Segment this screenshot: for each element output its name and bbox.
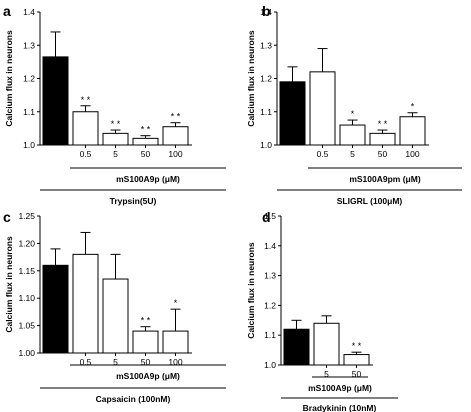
x-tick-label: 5 <box>324 369 329 379</box>
stimulus-label: Capsaicin (100nM) <box>96 394 171 404</box>
significance-mark: * <box>174 298 178 308</box>
bar <box>309 71 336 146</box>
y-axis-label: Calcium flux in neurons <box>246 242 256 339</box>
bar <box>162 330 189 354</box>
x-tick-label: 50 <box>378 149 388 159</box>
bar <box>313 322 340 366</box>
y-tick-label: 1.3 <box>264 271 276 281</box>
x-tick-label: 0.5 <box>80 149 92 159</box>
significance-mark: * * <box>352 341 362 351</box>
y-tick-label: 1.0 <box>23 140 35 150</box>
y-tick-label: 1.2 <box>264 300 276 310</box>
panel-b: b Calcium flux in neurons 1.0 1.1 1.2 1.3 1.4 0… <box>246 3 462 206</box>
concentration-label: mS100A9p (μM) <box>116 174 180 184</box>
panel-d: d Calcium flux in neurons 1.0 1.1 1.2 1.3 1.4 1… <box>246 209 398 412</box>
bar <box>42 56 69 146</box>
y-tick-label: 1.2 <box>260 74 272 84</box>
panel-letter: b <box>262 3 271 19</box>
significance-mark: * * <box>111 119 121 129</box>
bar <box>369 132 396 146</box>
bar <box>42 264 69 354</box>
panel-letter: d <box>262 209 271 225</box>
y-tick-label: 1.0 <box>264 360 276 370</box>
y-tick-label: 1.1 <box>260 107 272 117</box>
bar <box>399 116 426 146</box>
stimulus-label: Bradykinin (10nM) <box>303 403 377 412</box>
x-tick-label: 0.5 <box>317 149 329 159</box>
bar <box>132 137 159 146</box>
y-tick-label: 1.00 <box>18 348 35 358</box>
y-tick-label: 1.15 <box>18 266 35 276</box>
y-tick-label: 1.5 <box>264 211 276 221</box>
x-tick-label: 0.5 <box>80 357 92 367</box>
y-tick-label: 1.25 <box>18 211 35 221</box>
x-tick-label: 100 <box>168 357 182 367</box>
panel-letter: a <box>3 3 11 19</box>
x-tick-label: 50 <box>141 149 151 159</box>
significance-mark: * * <box>378 119 388 129</box>
significance-mark: * * <box>141 125 151 135</box>
y-axis-label: Calcium flux in neurons <box>4 236 14 333</box>
y-tick-label: 1.4 <box>260 7 272 17</box>
significance-mark: * * <box>171 112 181 122</box>
significance-mark: * <box>411 102 415 112</box>
y-tick-label: 1.0 <box>260 140 272 150</box>
x-tick-label: 100 <box>168 149 182 159</box>
bar <box>283 328 310 366</box>
bar <box>343 354 370 366</box>
y-tick-label: 1.4 <box>264 241 276 251</box>
y-tick-label: 1.05 <box>18 321 35 331</box>
bar <box>279 81 306 146</box>
x-tick-label: 50 <box>141 357 151 367</box>
concentration-label: mS100A9pm (μM) <box>349 174 420 184</box>
y-axis-label: Calcium flux in neurons <box>246 30 256 127</box>
stimulus-label: SLIGRL (100μM) <box>337 196 403 206</box>
y-tick-label: 1.3 <box>260 40 272 50</box>
significance-mark: * * <box>81 95 91 105</box>
y-tick-label: 1.3 <box>23 40 35 50</box>
bar <box>132 330 159 354</box>
y-tick-label: 1.10 <box>18 293 35 303</box>
y-axis-label: Calcium flux in neurons <box>4 30 14 127</box>
x-tick-label: 50 <box>352 369 362 379</box>
x-tick-label: 100 <box>405 149 419 159</box>
bar <box>72 111 99 146</box>
y-tick-label: 1.1 <box>264 330 276 340</box>
significance-mark: * * <box>141 316 151 326</box>
panel-letter: c <box>3 209 11 225</box>
bar <box>162 126 189 146</box>
y-tick-label: 1.1 <box>23 107 35 117</box>
x-tick-label: 5 <box>350 149 355 159</box>
bar <box>102 132 129 146</box>
bar <box>102 278 129 354</box>
y-tick-label: 1.4 <box>23 7 35 17</box>
x-tick-label: 5 <box>113 149 118 159</box>
panel-c: c Calcium flux in neurons 1.00 1.05 1.10 1.15… <box>3 209 226 404</box>
y-tick-label: 1.20 <box>18 238 35 248</box>
concentration-label: mS100A9p (μM) <box>116 371 180 381</box>
concentration-label: mS100A9p (μM) <box>308 383 372 393</box>
bar <box>72 253 99 354</box>
x-tick-label: 5 <box>113 357 118 367</box>
bar <box>339 124 366 146</box>
y-tick-label: 1.2 <box>23 74 35 84</box>
significance-mark: * <box>351 109 355 119</box>
panel-a: a Calcium flux in neurons 1.0 1.1 1.2 1.3 1.4 *… <box>3 3 226 206</box>
stimulus-label: Trypsin(5U) <box>110 196 157 206</box>
